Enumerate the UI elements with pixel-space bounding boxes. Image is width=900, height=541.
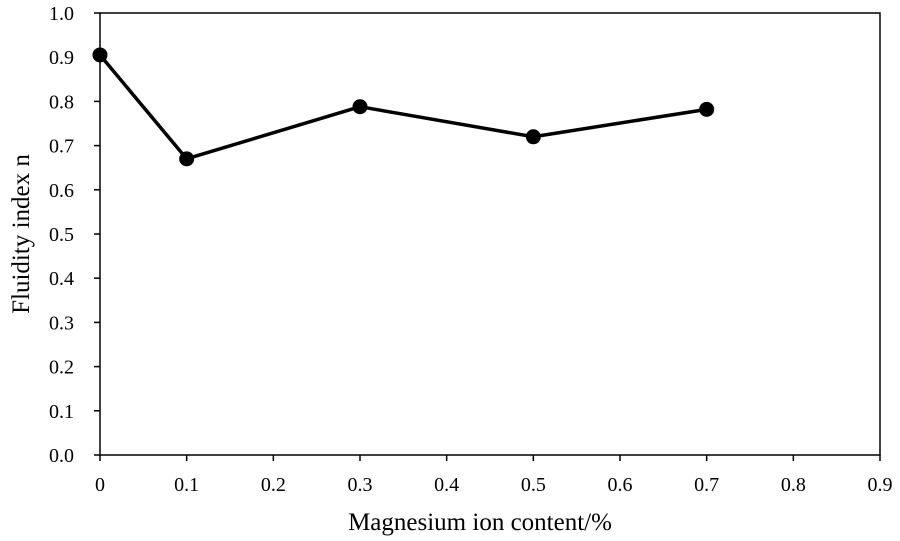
x-axis-title: Magnesium ion content/% <box>348 509 612 536</box>
series-line <box>98 53 707 161</box>
x-tick-label: 0.3 <box>348 474 373 496</box>
y-tick-label: 0.4 <box>49 268 74 290</box>
data-point <box>699 101 715 117</box>
x-tick-label: 0 <box>95 474 105 496</box>
x-tick-label: 0.8 <box>781 474 806 496</box>
y-axis-title: Fluidity index n <box>8 154 35 314</box>
y-tick-label: 0.2 <box>49 357 74 379</box>
x-tick-label: 0.4 <box>434 474 459 496</box>
y-tick-label: 0.6 <box>49 180 74 202</box>
y-tick-label: 0.3 <box>49 312 74 334</box>
data-point <box>352 99 368 115</box>
y-tick-label: 0.9 <box>49 47 74 69</box>
data-point <box>92 47 108 63</box>
y-tick-label: 0.5 <box>49 224 74 246</box>
y-tick-label: 0.8 <box>49 91 74 113</box>
x-axis-ticks: 0 0.1 0.2 0.3 0.4 0.5 0.6 0.7 0.8 0.9 <box>95 455 893 496</box>
x-tick-label: 0.7 <box>694 474 719 496</box>
y-tick-label: 1.0 <box>49 3 74 25</box>
data-point <box>525 129 541 145</box>
y-tick-label: 0.1 <box>49 401 74 423</box>
series-layer <box>92 47 715 167</box>
y-tick-label: 0.0 <box>49 445 74 467</box>
data-point <box>179 151 195 167</box>
y-axis-ticks: 0.0 0.1 0.2 0.3 0.4 0.5 0.6 0.7 0.8 0.9 1.0 <box>49 3 100 467</box>
x-tick-label: 0.5 <box>521 474 546 496</box>
x-tick-label: 0.1 <box>174 474 199 496</box>
y-tick-label: 0.7 <box>49 136 74 158</box>
x-tick-label: 0.6 <box>608 474 633 496</box>
x-tick-label: 0.2 <box>261 474 286 496</box>
plot-area-frame <box>99 12 881 456</box>
x-tick-label: 0.9 <box>868 474 893 496</box>
